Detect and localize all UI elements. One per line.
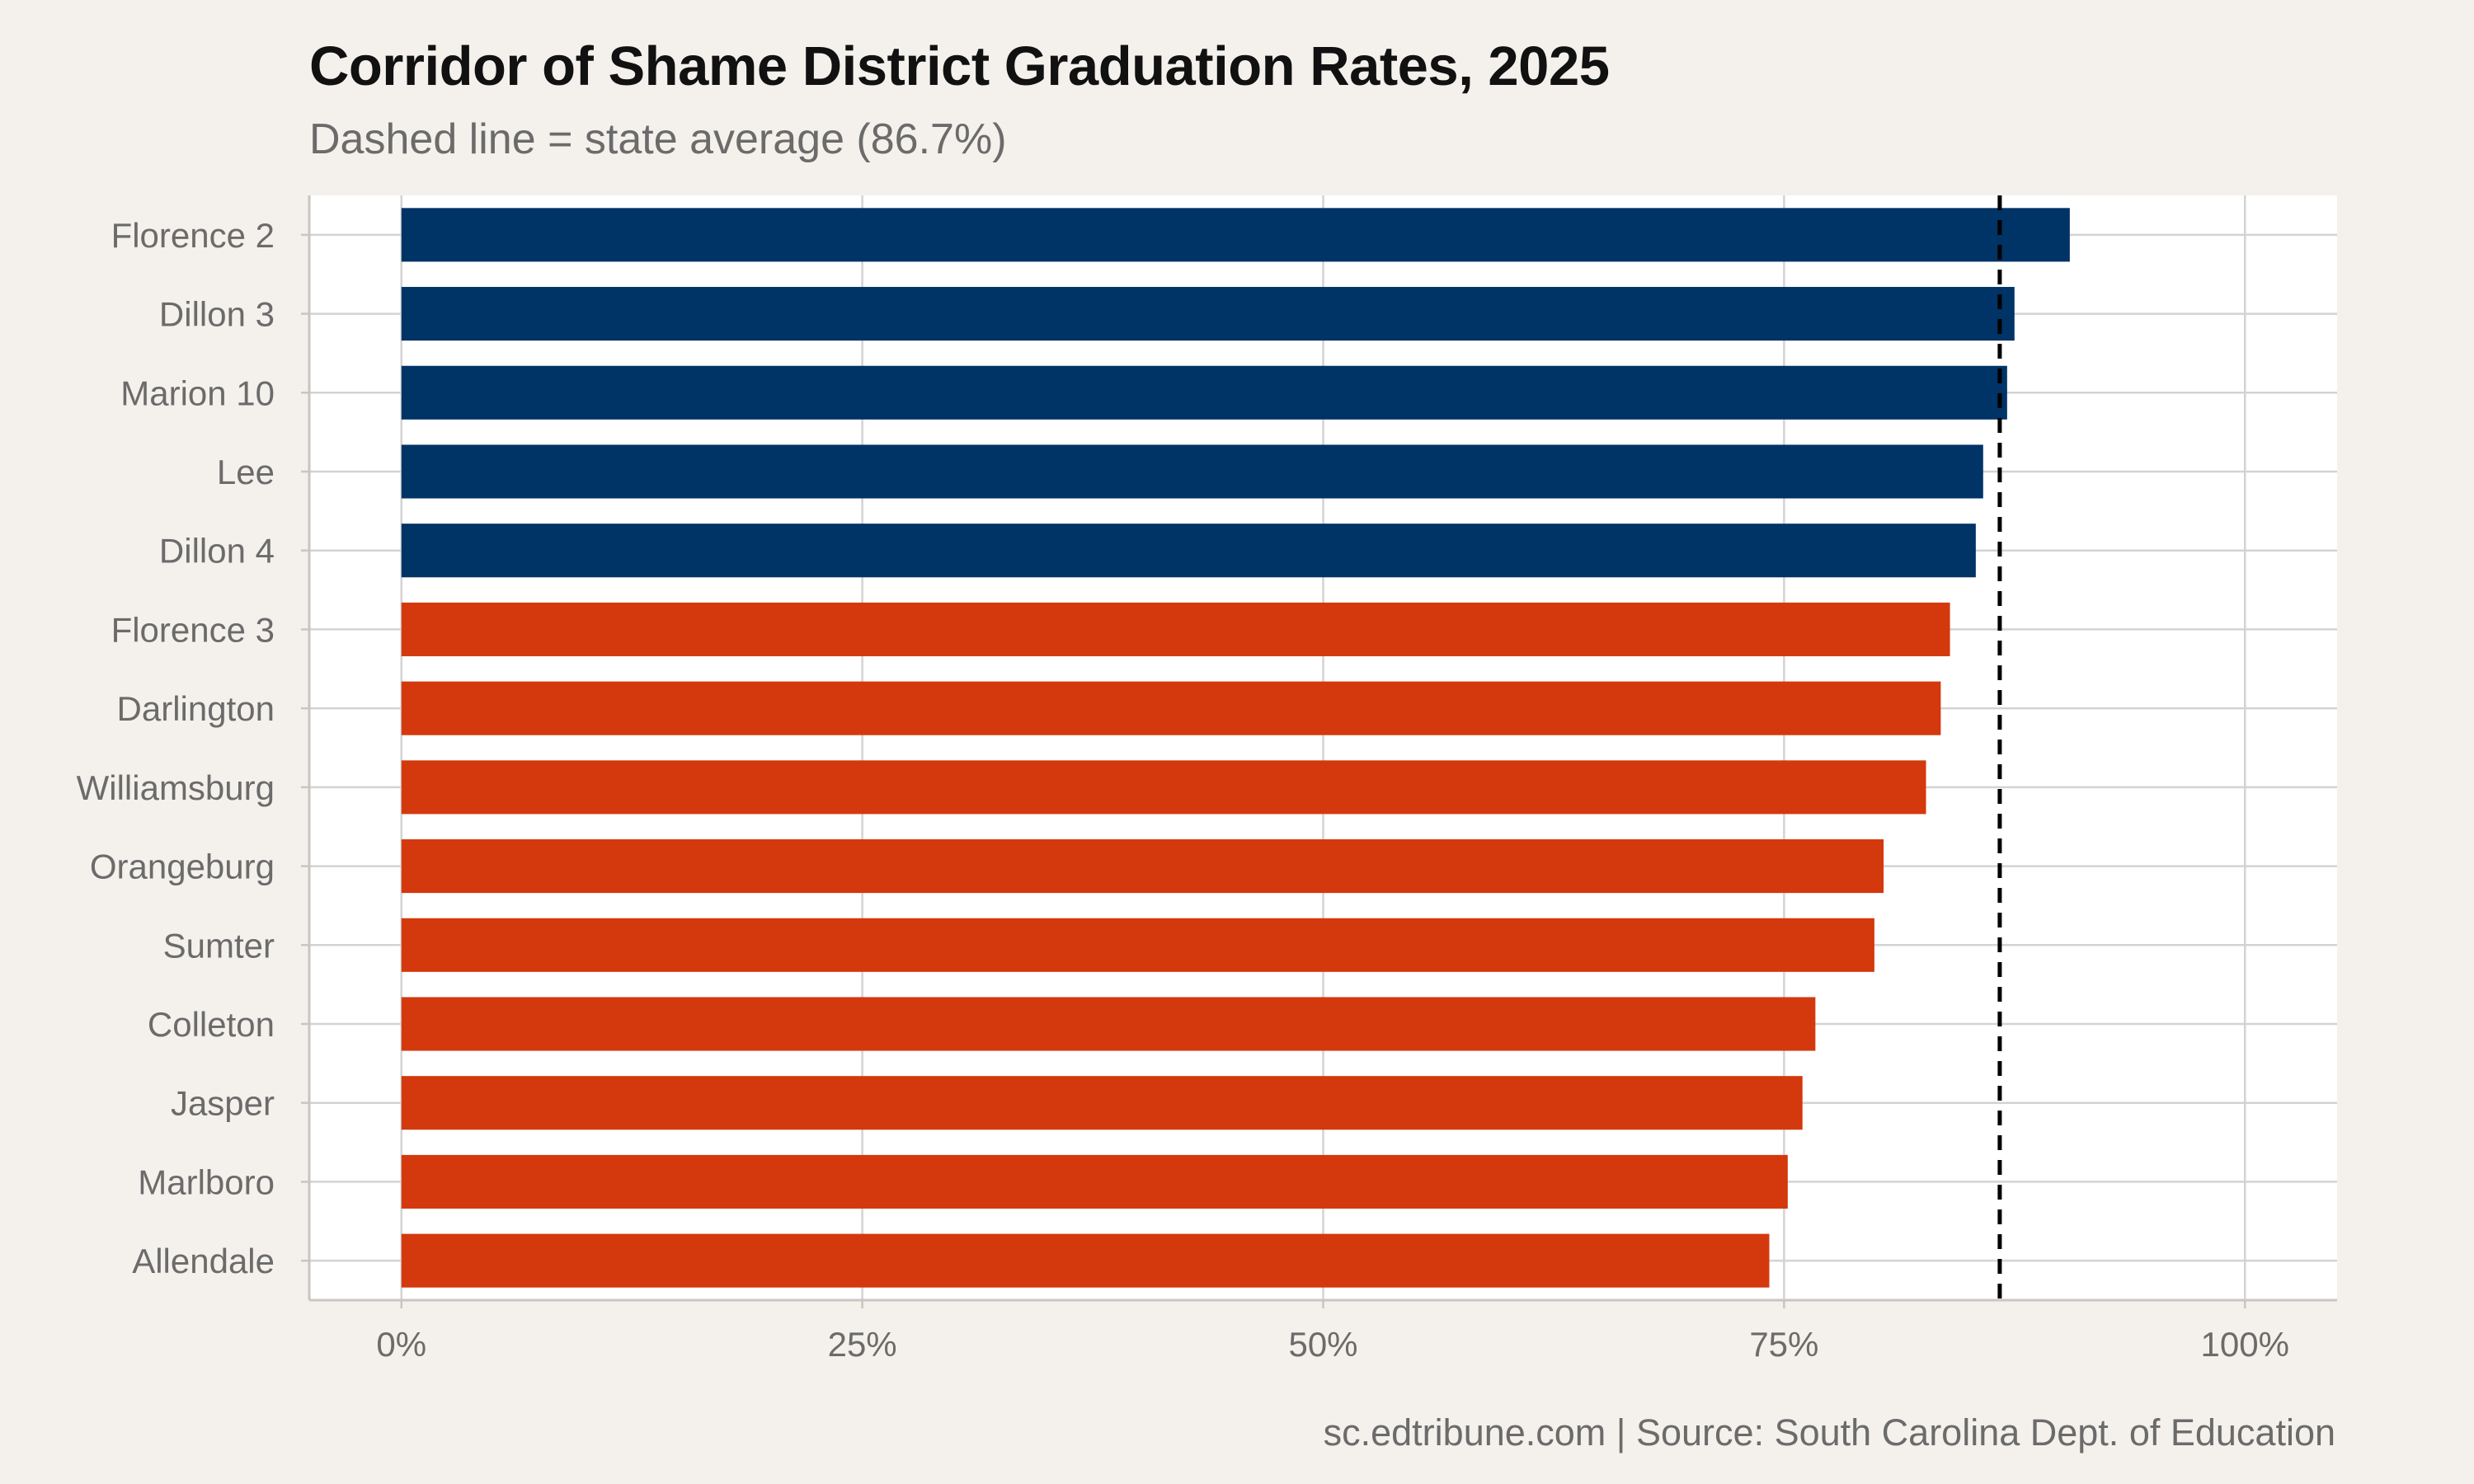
y-tick-label: Dillon 3 <box>159 295 275 334</box>
x-tick-label: 75% <box>1749 1325 1818 1364</box>
y-tick-label: Williamsburg <box>77 768 275 807</box>
bar-colleton <box>401 997 1816 1051</box>
bar-florence-3 <box>401 602 1950 656</box>
x-tick-label: 25% <box>828 1325 897 1364</box>
y-tick-label: Florence 2 <box>111 216 275 255</box>
bar-orangeburg <box>401 839 1884 894</box>
bar-dillon-4 <box>401 524 1976 578</box>
x-tick-label: 0% <box>376 1325 426 1364</box>
y-tick-label: Marlboro <box>138 1162 275 1201</box>
x-tick-label: 50% <box>1288 1325 1357 1364</box>
y-tick-label: Orangeburg <box>90 848 275 886</box>
chart-subtitle: Dashed line = state average (86.7%) <box>309 115 1007 163</box>
bar-darlington <box>401 681 1941 735</box>
y-tick-label: Florence 3 <box>111 610 275 649</box>
y-tick-label: Dillon 4 <box>159 532 275 571</box>
bar-lee <box>401 444 1983 499</box>
bar-florence-2 <box>401 208 2070 262</box>
bar-marlboro <box>401 1154 1788 1209</box>
y-tick-label: Darlington <box>117 689 275 728</box>
bar-williamsburg <box>401 760 1926 815</box>
bar-allendale <box>401 1233 1770 1288</box>
y-tick-label: Allendale <box>132 1242 275 1280</box>
y-tick-label: Colleton <box>148 1005 275 1044</box>
chart-caption: sc.edtribune.com | Source: South Carolin… <box>1323 1411 2335 1453</box>
x-tick-label: 100% <box>2201 1325 2289 1364</box>
chart-title: Corridor of Shame District Graduation Ra… <box>309 35 1610 97</box>
y-tick-label: Jasper <box>171 1084 275 1123</box>
y-tick-label: Lee <box>217 453 275 491</box>
bar-sumter <box>401 918 1874 972</box>
y-tick-label: Marion 10 <box>120 373 275 412</box>
bar-jasper <box>401 1076 1803 1130</box>
y-tick-label: Sumter <box>163 926 275 965</box>
bar-dillon-3 <box>401 287 2015 341</box>
bar-marion-10 <box>401 365 2007 420</box>
